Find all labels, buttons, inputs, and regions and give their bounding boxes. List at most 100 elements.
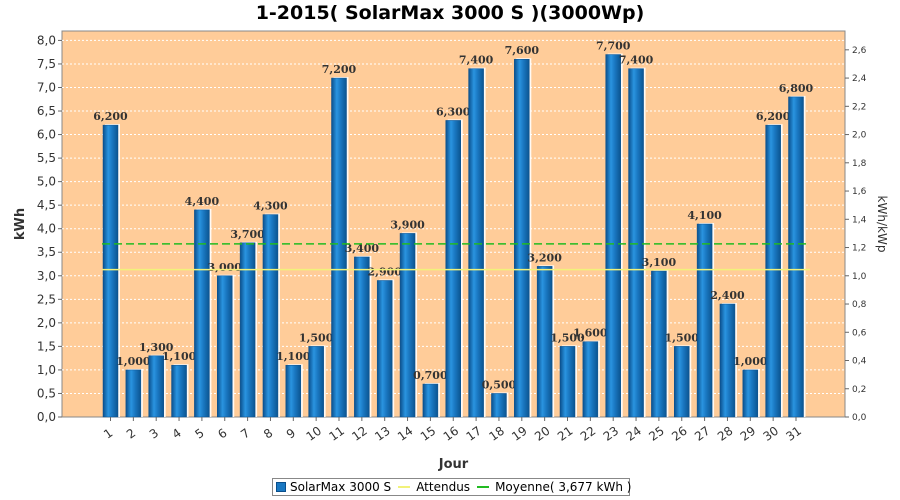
y-tick-label: 1,5 bbox=[37, 339, 56, 353]
bar-value-label: 3,700 bbox=[230, 228, 265, 241]
y2-tick-label: 2,2 bbox=[852, 102, 866, 112]
legend-item-attendus: Attendus bbox=[398, 480, 470, 494]
x-tick-label: 27 bbox=[692, 424, 713, 444]
y2-axis-label: kWh/kWp bbox=[875, 196, 889, 253]
bar bbox=[742, 369, 759, 418]
x-tick-label: 12 bbox=[349, 424, 370, 444]
y-tick-label: 7,0 bbox=[37, 80, 56, 94]
bar bbox=[399, 233, 416, 418]
bar-value-label: 3,100 bbox=[642, 256, 677, 269]
bar bbox=[308, 346, 324, 418]
x-tick-label: 8 bbox=[261, 426, 275, 442]
x-tick-label: 19 bbox=[509, 424, 530, 444]
bar bbox=[376, 280, 393, 418]
bar-value-label: 6,300 bbox=[436, 105, 471, 118]
bar bbox=[125, 369, 142, 418]
x-tick-label: 20 bbox=[532, 424, 553, 444]
bar bbox=[422, 383, 439, 418]
y-tick-label: 2,0 bbox=[37, 316, 56, 330]
bar bbox=[582, 341, 599, 418]
y-tick-label: 4,0 bbox=[37, 222, 56, 236]
y-tick-label: 6,5 bbox=[37, 104, 56, 118]
legend-swatch-series bbox=[276, 482, 286, 492]
legend-item-series: SolarMax 3000 S bbox=[276, 480, 391, 494]
bar-value-label: 6,200 bbox=[756, 110, 791, 123]
x-tick-label: 26 bbox=[669, 424, 690, 444]
bar-value-label: 4,100 bbox=[687, 209, 722, 222]
legend-label-moyenne: Moyenne( 3,677 kWh ) bbox=[495, 480, 632, 494]
bar-value-label: 1,500 bbox=[550, 331, 585, 344]
x-tick-label: 31 bbox=[783, 424, 804, 444]
x-tick-label: 30 bbox=[761, 424, 782, 444]
legend-swatch-attendus bbox=[398, 486, 411, 488]
x-tick-label: 14 bbox=[395, 424, 416, 444]
y2-tick-label: 0,0 bbox=[852, 413, 867, 423]
y-tick-label: 8,0 bbox=[37, 33, 56, 47]
y2-tick-label: 1,2 bbox=[852, 244, 866, 254]
bar-value-label: 2,900 bbox=[367, 265, 402, 278]
y-tick-label: 7,5 bbox=[37, 57, 56, 71]
chart-legend: SolarMax 3000 S Attendus Moyenne( 3,677 … bbox=[272, 478, 631, 496]
bar bbox=[628, 68, 644, 418]
bar bbox=[148, 355, 164, 418]
bar-value-label: 1,100 bbox=[276, 350, 311, 363]
bar bbox=[262, 214, 279, 418]
bar bbox=[605, 54, 621, 418]
y-tick-label: 1,0 bbox=[37, 363, 56, 377]
x-tick-label: 7 bbox=[238, 426, 252, 442]
bar-value-label: 1,300 bbox=[139, 341, 174, 354]
bar bbox=[194, 209, 210, 418]
legend-item-moyenne: Moyenne( 3,677 kWh ) bbox=[477, 480, 631, 494]
bar-value-label: 1,000 bbox=[733, 355, 768, 368]
y-tick-label: 5,5 bbox=[37, 151, 56, 165]
bar-value-label: 7,400 bbox=[459, 54, 494, 67]
y2-tick-label: 0,8 bbox=[852, 300, 867, 310]
bar-value-label: 7,700 bbox=[596, 40, 631, 53]
bar-value-label: 1,500 bbox=[299, 331, 334, 344]
y-tick-label: 3,5 bbox=[37, 245, 56, 259]
x-tick-label: 2 bbox=[124, 426, 138, 442]
legend-label-attendus: Attendus bbox=[416, 480, 471, 494]
x-axis-label: Jour bbox=[438, 457, 469, 472]
x-tick-label: 29 bbox=[738, 424, 759, 444]
bar bbox=[696, 223, 713, 418]
x-tick-label: 3 bbox=[147, 426, 161, 442]
bar-value-label: 4,300 bbox=[253, 200, 288, 213]
x-tick-label: 9 bbox=[284, 426, 298, 442]
x-tick-label: 11 bbox=[326, 424, 347, 444]
bar bbox=[765, 124, 781, 418]
bar bbox=[171, 364, 187, 418]
y-tick-label: 0,0 bbox=[37, 410, 56, 424]
bar-value-label: 1,000 bbox=[116, 355, 151, 368]
bar-value-label: 3,900 bbox=[390, 218, 425, 231]
y-axis-label: kWh bbox=[13, 208, 28, 240]
x-tick-label: 5 bbox=[192, 426, 206, 442]
bar bbox=[102, 124, 119, 418]
bar-value-label: 6,800 bbox=[779, 82, 814, 95]
bar bbox=[285, 364, 302, 418]
legend-swatch-moyenne bbox=[477, 486, 490, 488]
x-tick-label: 15 bbox=[418, 424, 439, 444]
y-tick-label: 4,5 bbox=[37, 198, 56, 212]
bar-value-label: 1,500 bbox=[665, 331, 700, 344]
bar-value-label: 0,700 bbox=[413, 369, 448, 382]
bar-value-label: 7,600 bbox=[505, 44, 540, 57]
bar-value-label: 0,500 bbox=[482, 378, 517, 391]
bar bbox=[468, 68, 484, 418]
y2-tick-label: 1,4 bbox=[852, 215, 867, 225]
y-tick-label: 6,0 bbox=[37, 128, 56, 142]
bar-value-label: 2,400 bbox=[710, 289, 745, 302]
x-tick-label: 28 bbox=[715, 424, 736, 444]
x-tick-label: 24 bbox=[623, 424, 644, 444]
y2-tick-label: 2,0 bbox=[852, 131, 867, 141]
bar bbox=[354, 256, 370, 418]
bar-value-label: 3,400 bbox=[345, 242, 380, 255]
x-tick-label: 10 bbox=[304, 424, 325, 444]
bar-value-label: 1,100 bbox=[162, 350, 197, 363]
y2-tick-label: 2,4 bbox=[852, 74, 867, 84]
bar-value-label: 7,400 bbox=[619, 54, 654, 67]
legend-label-series: SolarMax 3000 S bbox=[290, 480, 392, 494]
x-tick-label: 25 bbox=[646, 424, 667, 444]
y2-tick-label: 0,2 bbox=[852, 385, 866, 395]
